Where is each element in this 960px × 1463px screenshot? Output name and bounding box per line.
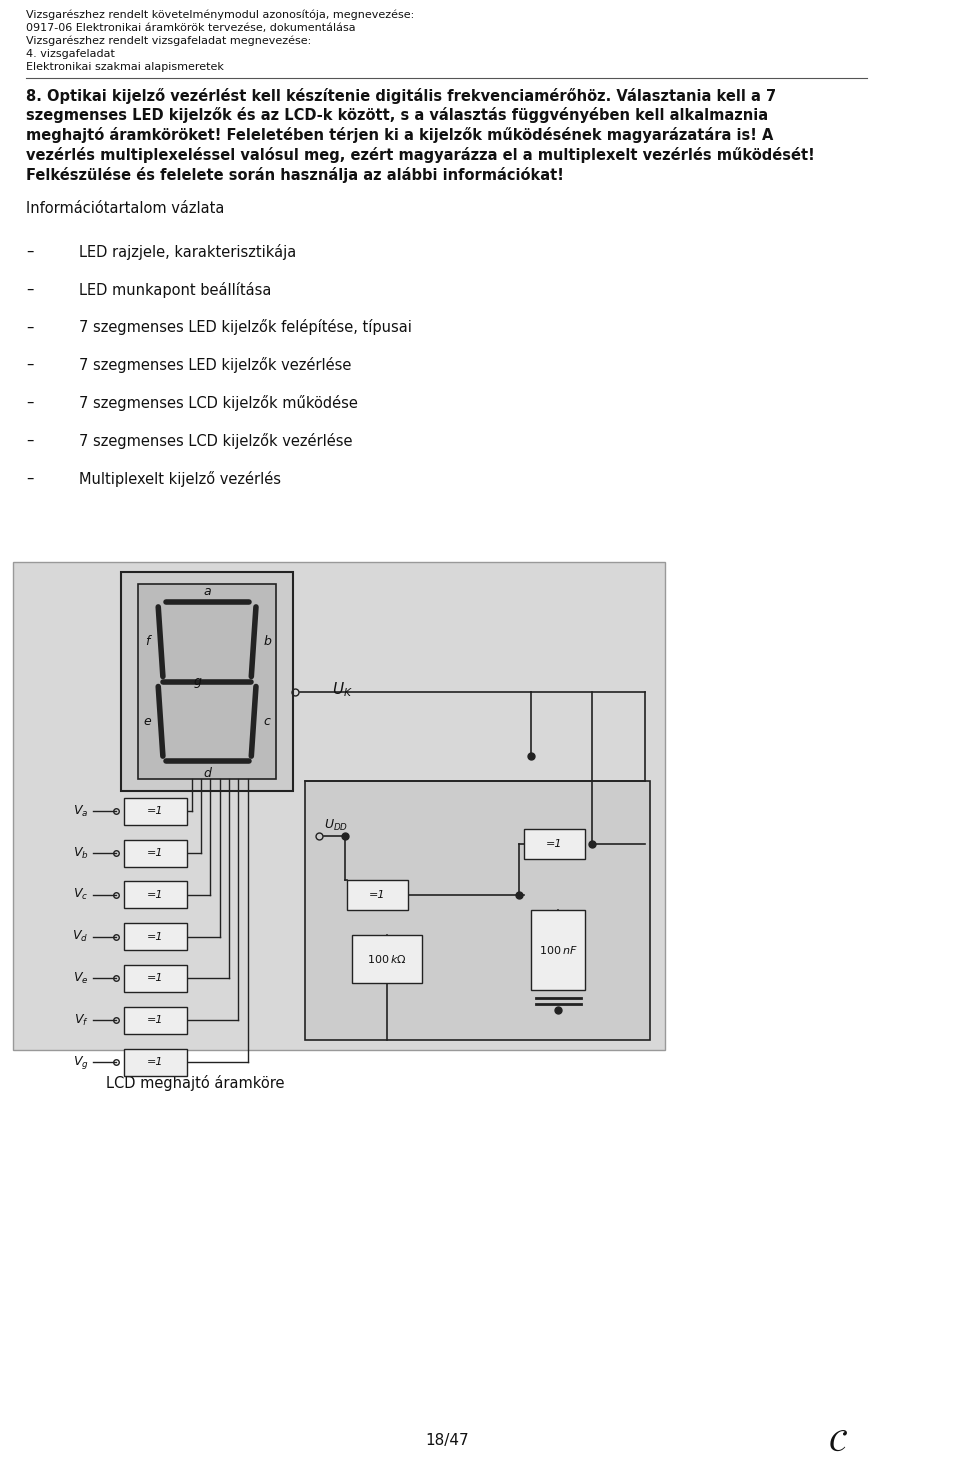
Text: –: – — [26, 281, 34, 297]
Text: szegmenses LED kijelzők és az LCD-k között, s a választás függvényében kell alka: szegmenses LED kijelzők és az LCD-k közö… — [26, 107, 768, 123]
Text: LCD meghajtó áramköre: LCD meghajtó áramköre — [107, 1074, 284, 1090]
Text: =1: =1 — [147, 849, 164, 859]
Text: $V_b$: $V_b$ — [73, 846, 88, 860]
Text: 8. Optikai kijelző vezérlést kell készítenie digitális frekvenciamérőhöz. Válasz: 8. Optikai kijelző vezérlést kell készít… — [26, 88, 777, 104]
Bar — [124, 1007, 187, 1034]
Text: 7 szegmenses LED kijelzők felépítése, típusai: 7 szegmenses LED kijelzők felépítése, tí… — [79, 319, 412, 335]
Text: 4. vizsgafeladat: 4. vizsgafeladat — [26, 48, 115, 59]
Bar — [124, 966, 187, 992]
Text: f: f — [145, 635, 149, 648]
Text: $100\,k\Omega$: $100\,k\Omega$ — [367, 952, 406, 966]
Bar — [121, 572, 293, 791]
Text: $V_a$: $V_a$ — [73, 803, 88, 819]
Text: =1: =1 — [147, 932, 164, 942]
Text: $V_f$: $V_f$ — [74, 1012, 88, 1028]
Text: d: d — [204, 767, 211, 780]
Text: meghajtó áramköröket! Feleletében térjen ki a kijelzők működésének magyarázatára: meghajtó áramköröket! Feleletében térjen… — [26, 127, 774, 143]
Text: $100\,nF$: $100\,nF$ — [540, 944, 578, 957]
Text: c: c — [264, 715, 271, 727]
Text: Multiplexelt kijelző vezérlés: Multiplexelt kijelző vezérlés — [79, 471, 281, 487]
Text: –: – — [26, 471, 34, 486]
Text: =1: =1 — [147, 890, 164, 900]
Bar — [124, 882, 187, 909]
Text: 7 szegmenses LCD kijelzők vezérlése: 7 szegmenses LCD kijelzők vezérlése — [79, 433, 352, 449]
Text: $U_{DD}$: $U_{DD}$ — [324, 818, 348, 832]
Bar — [305, 781, 650, 1040]
Text: Vizsgarészhez rendelt követelménymodul azonosítója, megnevezése:: Vizsgarészhez rendelt követelménymodul a… — [26, 10, 415, 20]
Bar — [348, 881, 408, 910]
Text: LED munkapont beállítása: LED munkapont beállítása — [79, 281, 272, 297]
Text: 7 szegmenses LED kijelzők vezérlése: 7 szegmenses LED kijelzők vezérlése — [79, 357, 351, 373]
Text: LED rajzjele, karakterisztikája: LED rajzjele, karakterisztikája — [79, 244, 297, 260]
Bar — [524, 828, 585, 859]
Text: $\mathcal{C}$: $\mathcal{C}$ — [828, 1428, 849, 1457]
Text: a: a — [204, 585, 211, 598]
Text: =1: =1 — [147, 1015, 164, 1026]
Bar — [13, 562, 664, 1049]
Text: –: – — [26, 357, 34, 372]
Text: 18/47: 18/47 — [425, 1432, 468, 1448]
Text: =1: =1 — [546, 838, 563, 849]
Text: g: g — [194, 674, 202, 688]
Bar — [137, 584, 276, 778]
Text: Elektronikai szakmai alapismeretek: Elektronikai szakmai alapismeretek — [26, 61, 224, 72]
Text: =1: =1 — [370, 891, 386, 900]
Text: –: – — [26, 395, 34, 410]
Text: $V_c$: $V_c$ — [73, 888, 88, 903]
Text: =1: =1 — [147, 1058, 164, 1067]
Text: =1: =1 — [147, 806, 164, 816]
Bar — [124, 840, 187, 866]
Text: Vizsgarészhez rendelt vizsgafeladat megnevezése:: Vizsgarészhez rendelt vizsgafeladat megn… — [26, 35, 311, 47]
Bar — [351, 935, 421, 983]
Text: 7 szegmenses LCD kijelzők működése: 7 szegmenses LCD kijelzők működése — [79, 395, 358, 411]
Text: Felkészülése és felelete során használja az alábbi információkat!: Felkészülése és felelete során használja… — [26, 167, 564, 183]
Text: Információtartalom vázlata: Információtartalom vázlata — [26, 200, 225, 217]
Text: =1: =1 — [147, 973, 164, 983]
Text: 0917-06 Elektronikai áramkörök tervezése, dokumentálása: 0917-06 Elektronikai áramkörök tervezése… — [26, 23, 356, 32]
Bar — [124, 1049, 187, 1075]
Text: e: e — [143, 715, 151, 727]
Text: b: b — [263, 635, 271, 648]
Bar — [124, 797, 187, 825]
Text: $U_K$: $U_K$ — [332, 680, 353, 699]
Text: $V_d$: $V_d$ — [72, 929, 88, 944]
Text: –: – — [26, 244, 34, 259]
Text: vezérlés multiplexeléssel valósul meg, ezért magyarázza el a multiplexelt vezérl: vezérlés multiplexeléssel valósul meg, e… — [26, 148, 815, 164]
Text: $V_e$: $V_e$ — [73, 971, 88, 986]
Text: –: – — [26, 319, 34, 335]
Text: $V_g$: $V_g$ — [73, 1053, 88, 1071]
Bar — [532, 910, 586, 990]
Bar — [124, 923, 187, 949]
Text: –: – — [26, 433, 34, 448]
